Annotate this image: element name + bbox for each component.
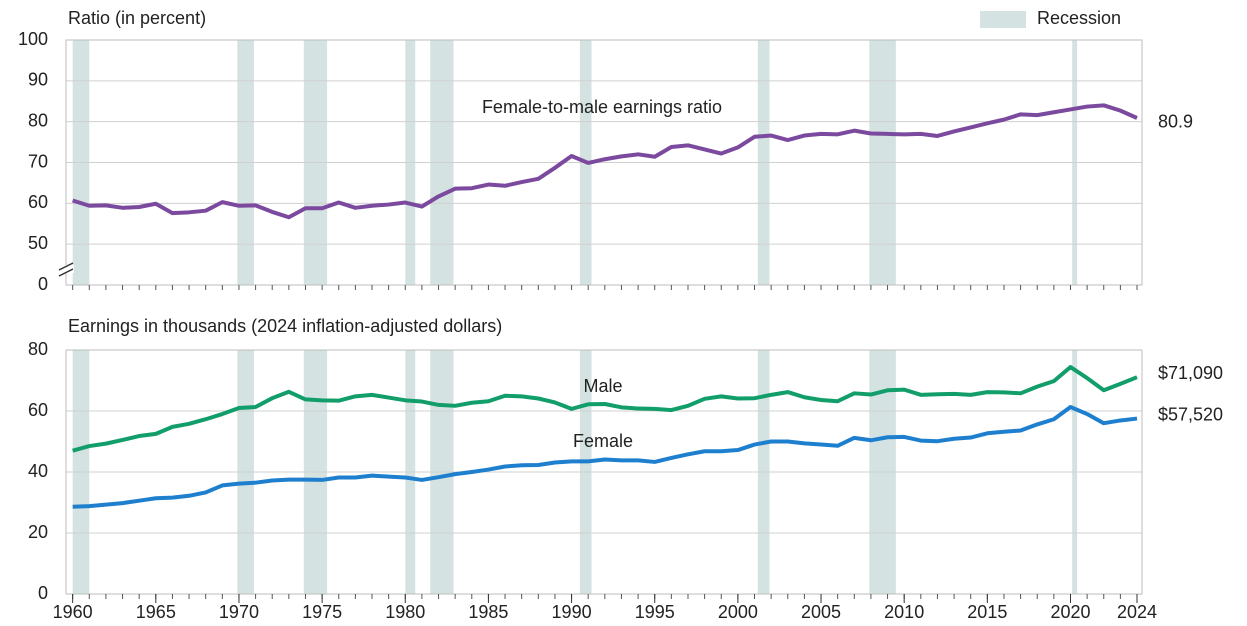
series-line [72, 365, 1138, 453]
x-tick-label: 1970 [219, 602, 259, 622]
x-tick-label: 1965 [136, 602, 176, 622]
end-label: $71,090 [1158, 363, 1223, 383]
end-label: 80.9 [1158, 112, 1193, 132]
y-tick-label: 100 [18, 29, 48, 49]
x-tick-label: 2024 [1117, 602, 1157, 622]
plot-frame [65, 39, 1143, 286]
y-tick-label: 60 [28, 192, 48, 212]
y-tick-label: 40 [28, 461, 48, 481]
axis-break [58, 268, 74, 277]
x-tick-label: 1980 [385, 602, 425, 622]
axis-break-gap [58, 265, 74, 273]
y-tick-label: 70 [28, 151, 48, 171]
y-tick-label: 0 [38, 583, 48, 603]
x-tick-label: 1995 [635, 602, 675, 622]
x-tick-label: 1975 [302, 602, 342, 622]
x-tick-label: 1990 [552, 602, 592, 622]
x-tick-label: 2020 [1050, 602, 1090, 622]
series-label: Female-to-male earnings ratio [482, 97, 722, 117]
x-tick-label: 2015 [967, 602, 1007, 622]
y-tick-label: 60 [28, 400, 48, 420]
x-tick-label: 1985 [468, 602, 508, 622]
x-tick-label: 2005 [801, 602, 841, 622]
series-label: Male [583, 376, 622, 396]
x-tick-label: 1960 [53, 602, 93, 622]
y-tick-label: 80 [28, 110, 48, 130]
y-tick-label: 90 [28, 70, 48, 90]
x-tick-label: 2000 [718, 602, 758, 622]
series-line [72, 405, 1138, 509]
y-tick-label: 20 [28, 522, 48, 542]
end-label: $57,520 [1158, 404, 1223, 424]
y-tick-label: 80 [28, 339, 48, 359]
y-tick-label: 50 [28, 233, 48, 253]
legend-label: Recession [1037, 8, 1121, 28]
y-axis-title: Ratio (in percent) [68, 8, 206, 28]
y-tick-label: 0 [38, 274, 48, 294]
y-axis-title: Earnings in thousands (2024 inflation-ad… [68, 316, 502, 336]
x-tick-label: 2010 [884, 602, 924, 622]
plot-frame [65, 349, 1143, 595]
legend-swatch [980, 11, 1026, 28]
series-label: Female [573, 431, 633, 451]
series-line [72, 103, 1138, 220]
axis-break [58, 262, 74, 271]
